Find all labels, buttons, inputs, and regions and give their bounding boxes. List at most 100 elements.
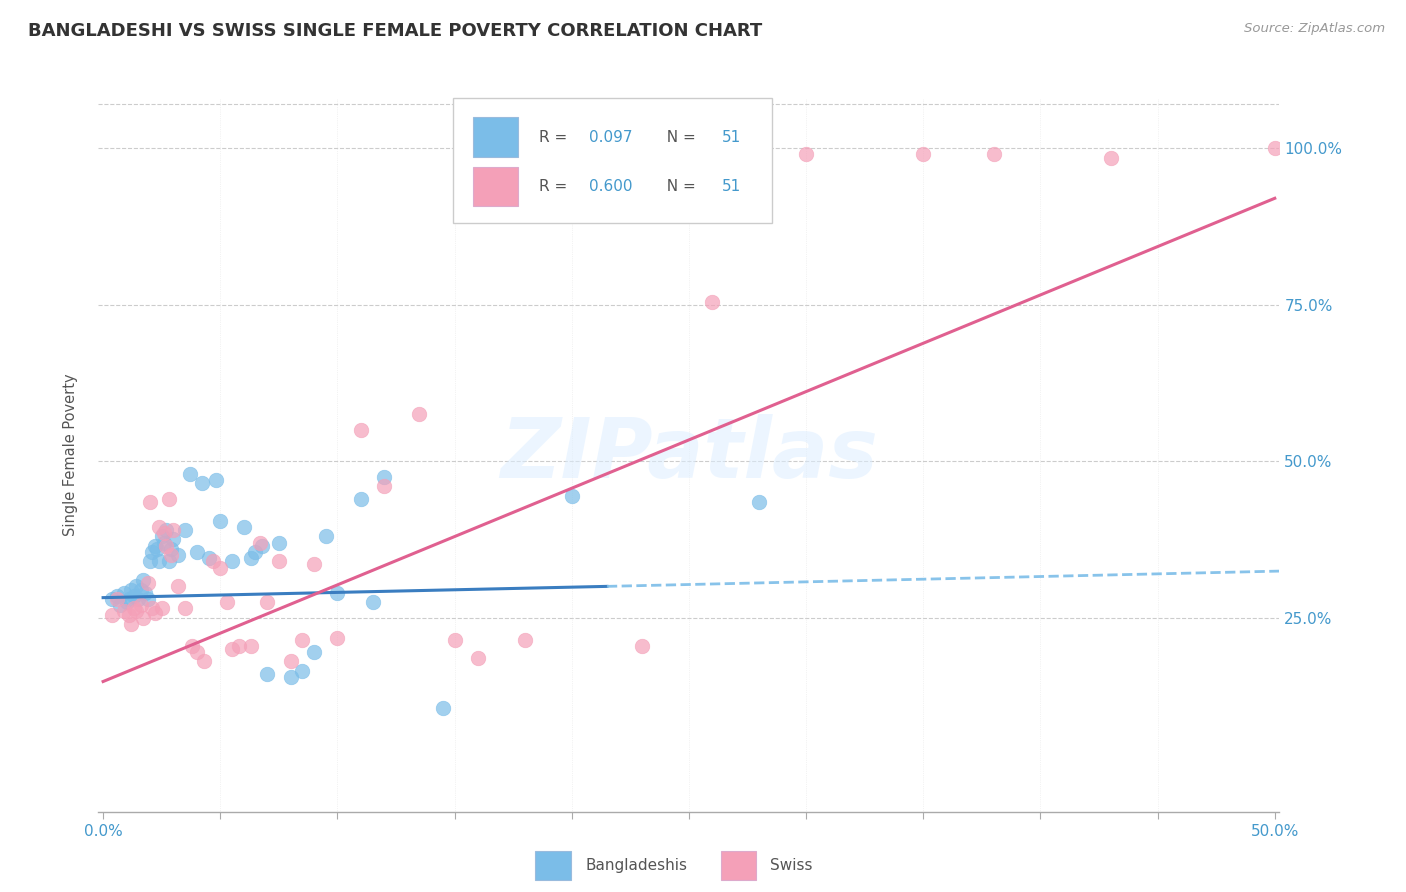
Point (120, 616, 142, 631)
Point (291, 664, 314, 678)
Text: N =: N = (657, 129, 700, 145)
Point (245, 545, 267, 559)
Text: Source: ZipAtlas.com: Source: ZipAtlas.com (1244, 22, 1385, 36)
Text: N =: N = (657, 179, 700, 194)
Point (267, 535, 290, 549)
Point (561, 489, 583, 503)
Point (221, 554, 243, 568)
Point (150, 529, 173, 543)
Point (232, 520, 254, 534)
Point (141, 601, 163, 615)
Point (143, 539, 166, 553)
Point (513, 632, 536, 647)
FancyBboxPatch shape (536, 851, 571, 880)
Point (249, 535, 271, 549)
Point (125, 579, 148, 593)
Text: R =: R = (538, 129, 572, 145)
Point (256, 667, 278, 681)
Point (217, 595, 239, 609)
Point (141, 545, 163, 559)
FancyBboxPatch shape (472, 167, 517, 206)
Point (186, 545, 208, 559)
Point (408, 407, 430, 421)
Point (148, 554, 170, 568)
Point (157, 554, 180, 568)
Point (162, 523, 184, 537)
Point (239, 551, 262, 566)
Text: R =: R = (538, 179, 572, 194)
Point (160, 548, 183, 562)
Point (326, 631, 349, 645)
Text: Swiss: Swiss (770, 858, 813, 872)
Point (132, 610, 155, 624)
Point (1264, 141, 1286, 155)
Text: BANGLADESHI VS SWISS SINGLE FEMALE POVERTY CORRELATION CHART: BANGLADESHI VS SWISS SINGLE FEMALE POVER… (28, 22, 762, 40)
Point (239, 639, 262, 653)
Text: ZIPatlas: ZIPatlas (501, 415, 877, 495)
Point (150, 601, 173, 615)
Point (181, 639, 204, 653)
Point (132, 573, 155, 587)
Point (315, 529, 337, 543)
Point (120, 582, 142, 597)
Point (197, 551, 219, 566)
Point (146, 541, 169, 556)
Point (179, 467, 201, 481)
Point (174, 601, 197, 615)
Point (134, 585, 156, 599)
Point (122, 589, 145, 603)
Point (108, 598, 131, 612)
Point (129, 582, 152, 597)
Point (748, 495, 770, 509)
Point (209, 514, 232, 528)
Point (631, 639, 654, 653)
Point (118, 591, 141, 606)
Point (157, 491, 180, 506)
Point (101, 607, 124, 622)
Point (228, 639, 250, 653)
Point (350, 423, 373, 437)
Point (256, 595, 278, 609)
Point (204, 473, 226, 487)
Text: 0.097: 0.097 (589, 129, 633, 145)
Point (105, 589, 128, 603)
Point (302, 558, 325, 572)
Point (167, 579, 190, 593)
Point (350, 491, 373, 506)
Point (129, 598, 152, 612)
Point (280, 670, 302, 684)
Point (105, 591, 128, 606)
Point (1099, 151, 1122, 165)
Point (139, 554, 162, 568)
Point (702, 294, 724, 309)
Point (794, 147, 817, 161)
Point (373, 470, 395, 484)
Point (190, 476, 212, 491)
Point (280, 655, 302, 669)
Point (153, 526, 176, 541)
Point (202, 554, 225, 568)
Point (155, 523, 177, 537)
Point (112, 604, 135, 618)
FancyBboxPatch shape (453, 98, 772, 223)
Point (101, 591, 124, 606)
Point (174, 523, 197, 537)
Point (112, 585, 135, 599)
Point (267, 554, 290, 568)
Point (118, 607, 141, 622)
Point (221, 642, 243, 657)
Point (148, 520, 170, 534)
Point (193, 655, 215, 669)
Point (155, 539, 177, 553)
Text: 51: 51 (723, 129, 741, 145)
Point (326, 585, 349, 599)
Point (143, 606, 166, 620)
Point (162, 533, 184, 547)
Point (125, 604, 148, 618)
Point (432, 701, 454, 715)
Point (467, 651, 489, 665)
Y-axis label: Single Female Poverty: Single Female Poverty (63, 374, 77, 536)
Point (153, 535, 176, 549)
Point (443, 632, 465, 647)
Point (122, 601, 145, 615)
